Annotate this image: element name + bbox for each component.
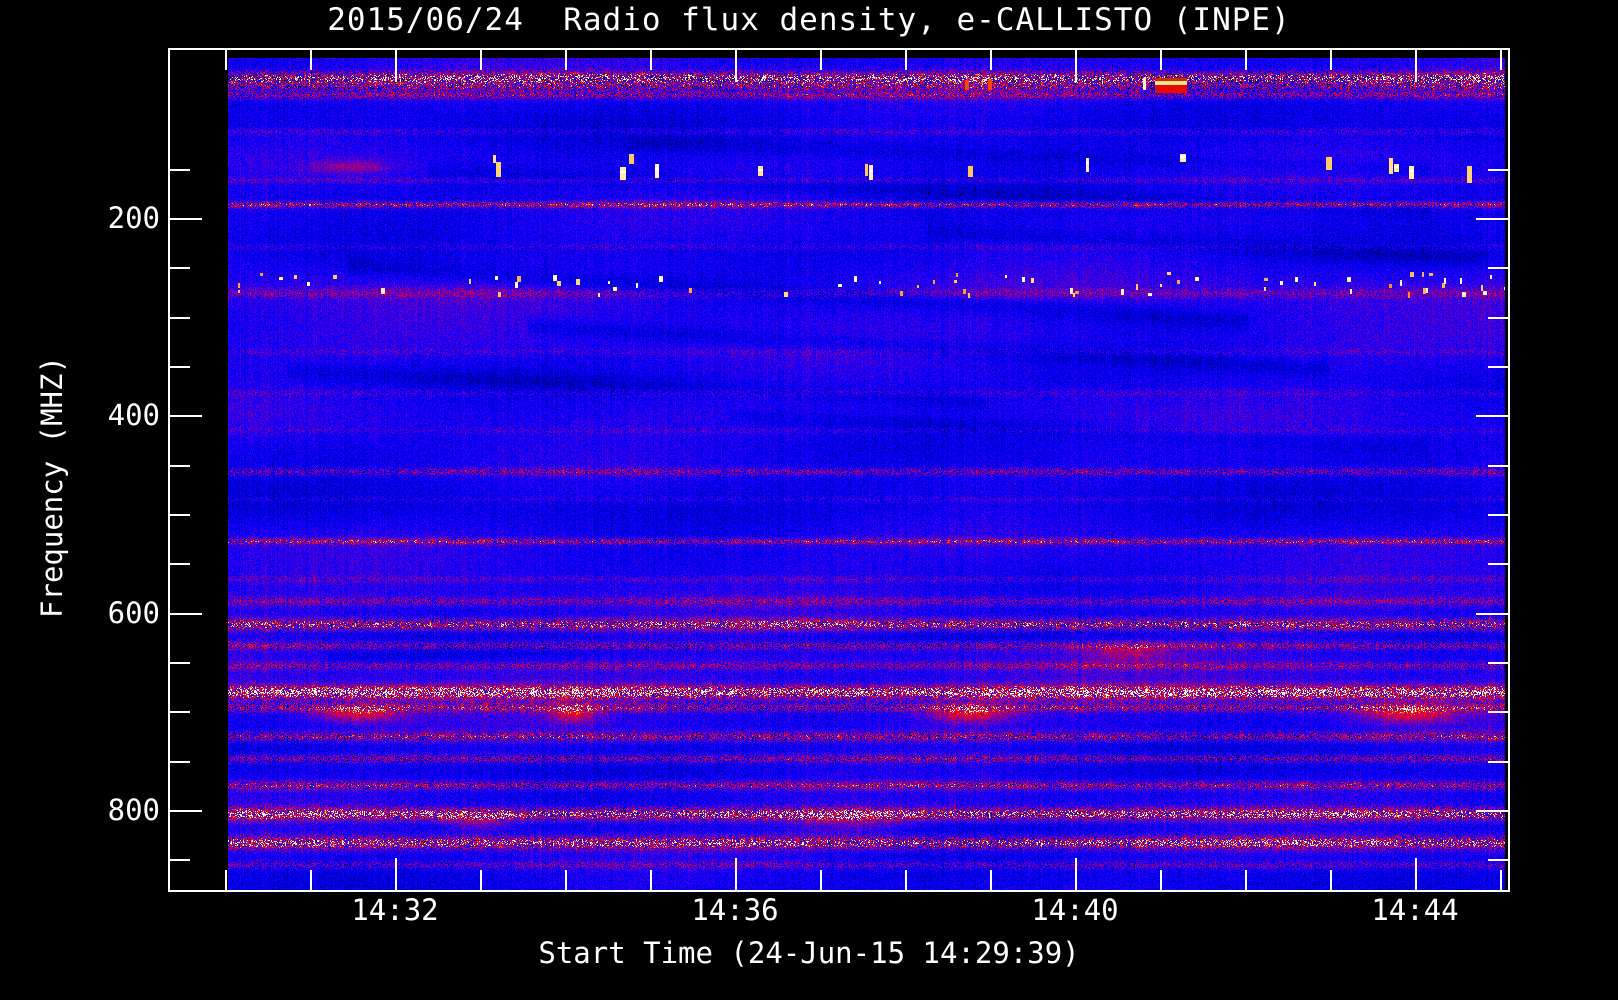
y-minor-tick bbox=[1488, 859, 1508, 861]
y-tick-label: 200 bbox=[107, 201, 160, 235]
y-tick-label: 600 bbox=[107, 595, 160, 630]
spectrogram-plot-area bbox=[228, 58, 1505, 890]
x-minor-tick bbox=[1245, 870, 1247, 890]
y-minor-tick bbox=[1488, 317, 1508, 319]
y-minor-tick bbox=[170, 859, 190, 861]
y-minor-tick bbox=[1488, 711, 1508, 713]
axis-frame bbox=[168, 48, 1510, 892]
x-minor-tick bbox=[310, 50, 312, 70]
y-minor-tick bbox=[1488, 169, 1508, 171]
x-minor-tick bbox=[565, 50, 567, 70]
x-tick-label: 14:32 bbox=[351, 893, 439, 927]
y-minor-tick bbox=[1488, 662, 1508, 664]
y-major-tick bbox=[1476, 810, 1508, 812]
spectrogram-canvas bbox=[228, 58, 1505, 890]
x-minor-tick bbox=[1330, 50, 1332, 70]
y-major-tick bbox=[1476, 613, 1508, 615]
x-tick-label: 14:44 bbox=[1371, 893, 1459, 927]
x-minor-tick bbox=[1160, 870, 1162, 890]
y-major-tick bbox=[170, 415, 202, 417]
y-major-tick bbox=[170, 810, 202, 812]
x-major-tick bbox=[1415, 858, 1417, 890]
x-minor-tick bbox=[990, 870, 992, 890]
y-minor-tick bbox=[170, 267, 190, 269]
y-minor-tick bbox=[170, 169, 190, 171]
y-major-tick bbox=[170, 613, 202, 615]
y-minor-tick bbox=[1488, 514, 1508, 516]
y-minor-tick bbox=[170, 711, 190, 713]
y-minor-tick bbox=[1488, 761, 1508, 763]
y-minor-tick bbox=[170, 662, 190, 664]
y-minor-tick bbox=[1488, 563, 1508, 565]
x-major-tick bbox=[1415, 50, 1417, 82]
y-minor-tick bbox=[170, 563, 190, 565]
x-axis-title: Start Time (24-Jun-15 14:29:39) bbox=[538, 936, 1080, 970]
x-minor-tick bbox=[225, 870, 227, 890]
x-tick-label: 14:40 bbox=[1031, 893, 1119, 927]
y-minor-tick bbox=[170, 761, 190, 763]
x-minor-tick bbox=[225, 50, 227, 70]
y-axis-title: Frequency (MHZ) bbox=[35, 356, 69, 618]
x-minor-tick bbox=[565, 870, 567, 890]
y-minor-tick bbox=[1488, 465, 1508, 467]
x-minor-tick bbox=[1330, 870, 1332, 890]
x-minor-tick bbox=[1160, 50, 1162, 70]
y-minor-tick bbox=[170, 465, 190, 467]
x-minor-tick bbox=[905, 870, 907, 890]
page-title: 2015/06/24 Radio flux density, e-CALLIST… bbox=[327, 2, 1291, 38]
y-minor-tick bbox=[1488, 366, 1508, 368]
x-minor-tick bbox=[650, 870, 652, 890]
y-major-tick bbox=[1476, 218, 1508, 220]
x-minor-tick bbox=[310, 870, 312, 890]
x-minor-tick bbox=[990, 50, 992, 70]
x-major-tick bbox=[395, 858, 397, 890]
x-minor-tick bbox=[820, 50, 822, 70]
y-minor-tick bbox=[1488, 267, 1508, 269]
x-major-tick bbox=[395, 50, 397, 82]
y-tick-label: 800 bbox=[107, 793, 160, 827]
y-minor-tick bbox=[170, 317, 190, 319]
x-minor-tick bbox=[1500, 870, 1502, 890]
y-tick-label: 400 bbox=[107, 398, 160, 433]
y-minor-tick bbox=[170, 514, 190, 516]
x-minor-tick bbox=[820, 870, 822, 890]
x-minor-tick bbox=[650, 50, 652, 70]
x-minor-tick bbox=[480, 50, 482, 70]
y-minor-tick bbox=[170, 366, 190, 368]
x-major-tick bbox=[735, 50, 737, 82]
x-major-tick bbox=[1075, 50, 1077, 82]
x-tick-label: 14:36 bbox=[691, 893, 779, 927]
x-major-tick bbox=[735, 858, 737, 890]
y-major-tick bbox=[1476, 415, 1508, 417]
x-minor-tick bbox=[1245, 50, 1247, 70]
x-minor-tick bbox=[905, 50, 907, 70]
x-minor-tick bbox=[480, 870, 482, 890]
y-major-tick bbox=[170, 218, 202, 220]
x-major-tick bbox=[1075, 858, 1077, 890]
x-minor-tick bbox=[1500, 50, 1502, 70]
